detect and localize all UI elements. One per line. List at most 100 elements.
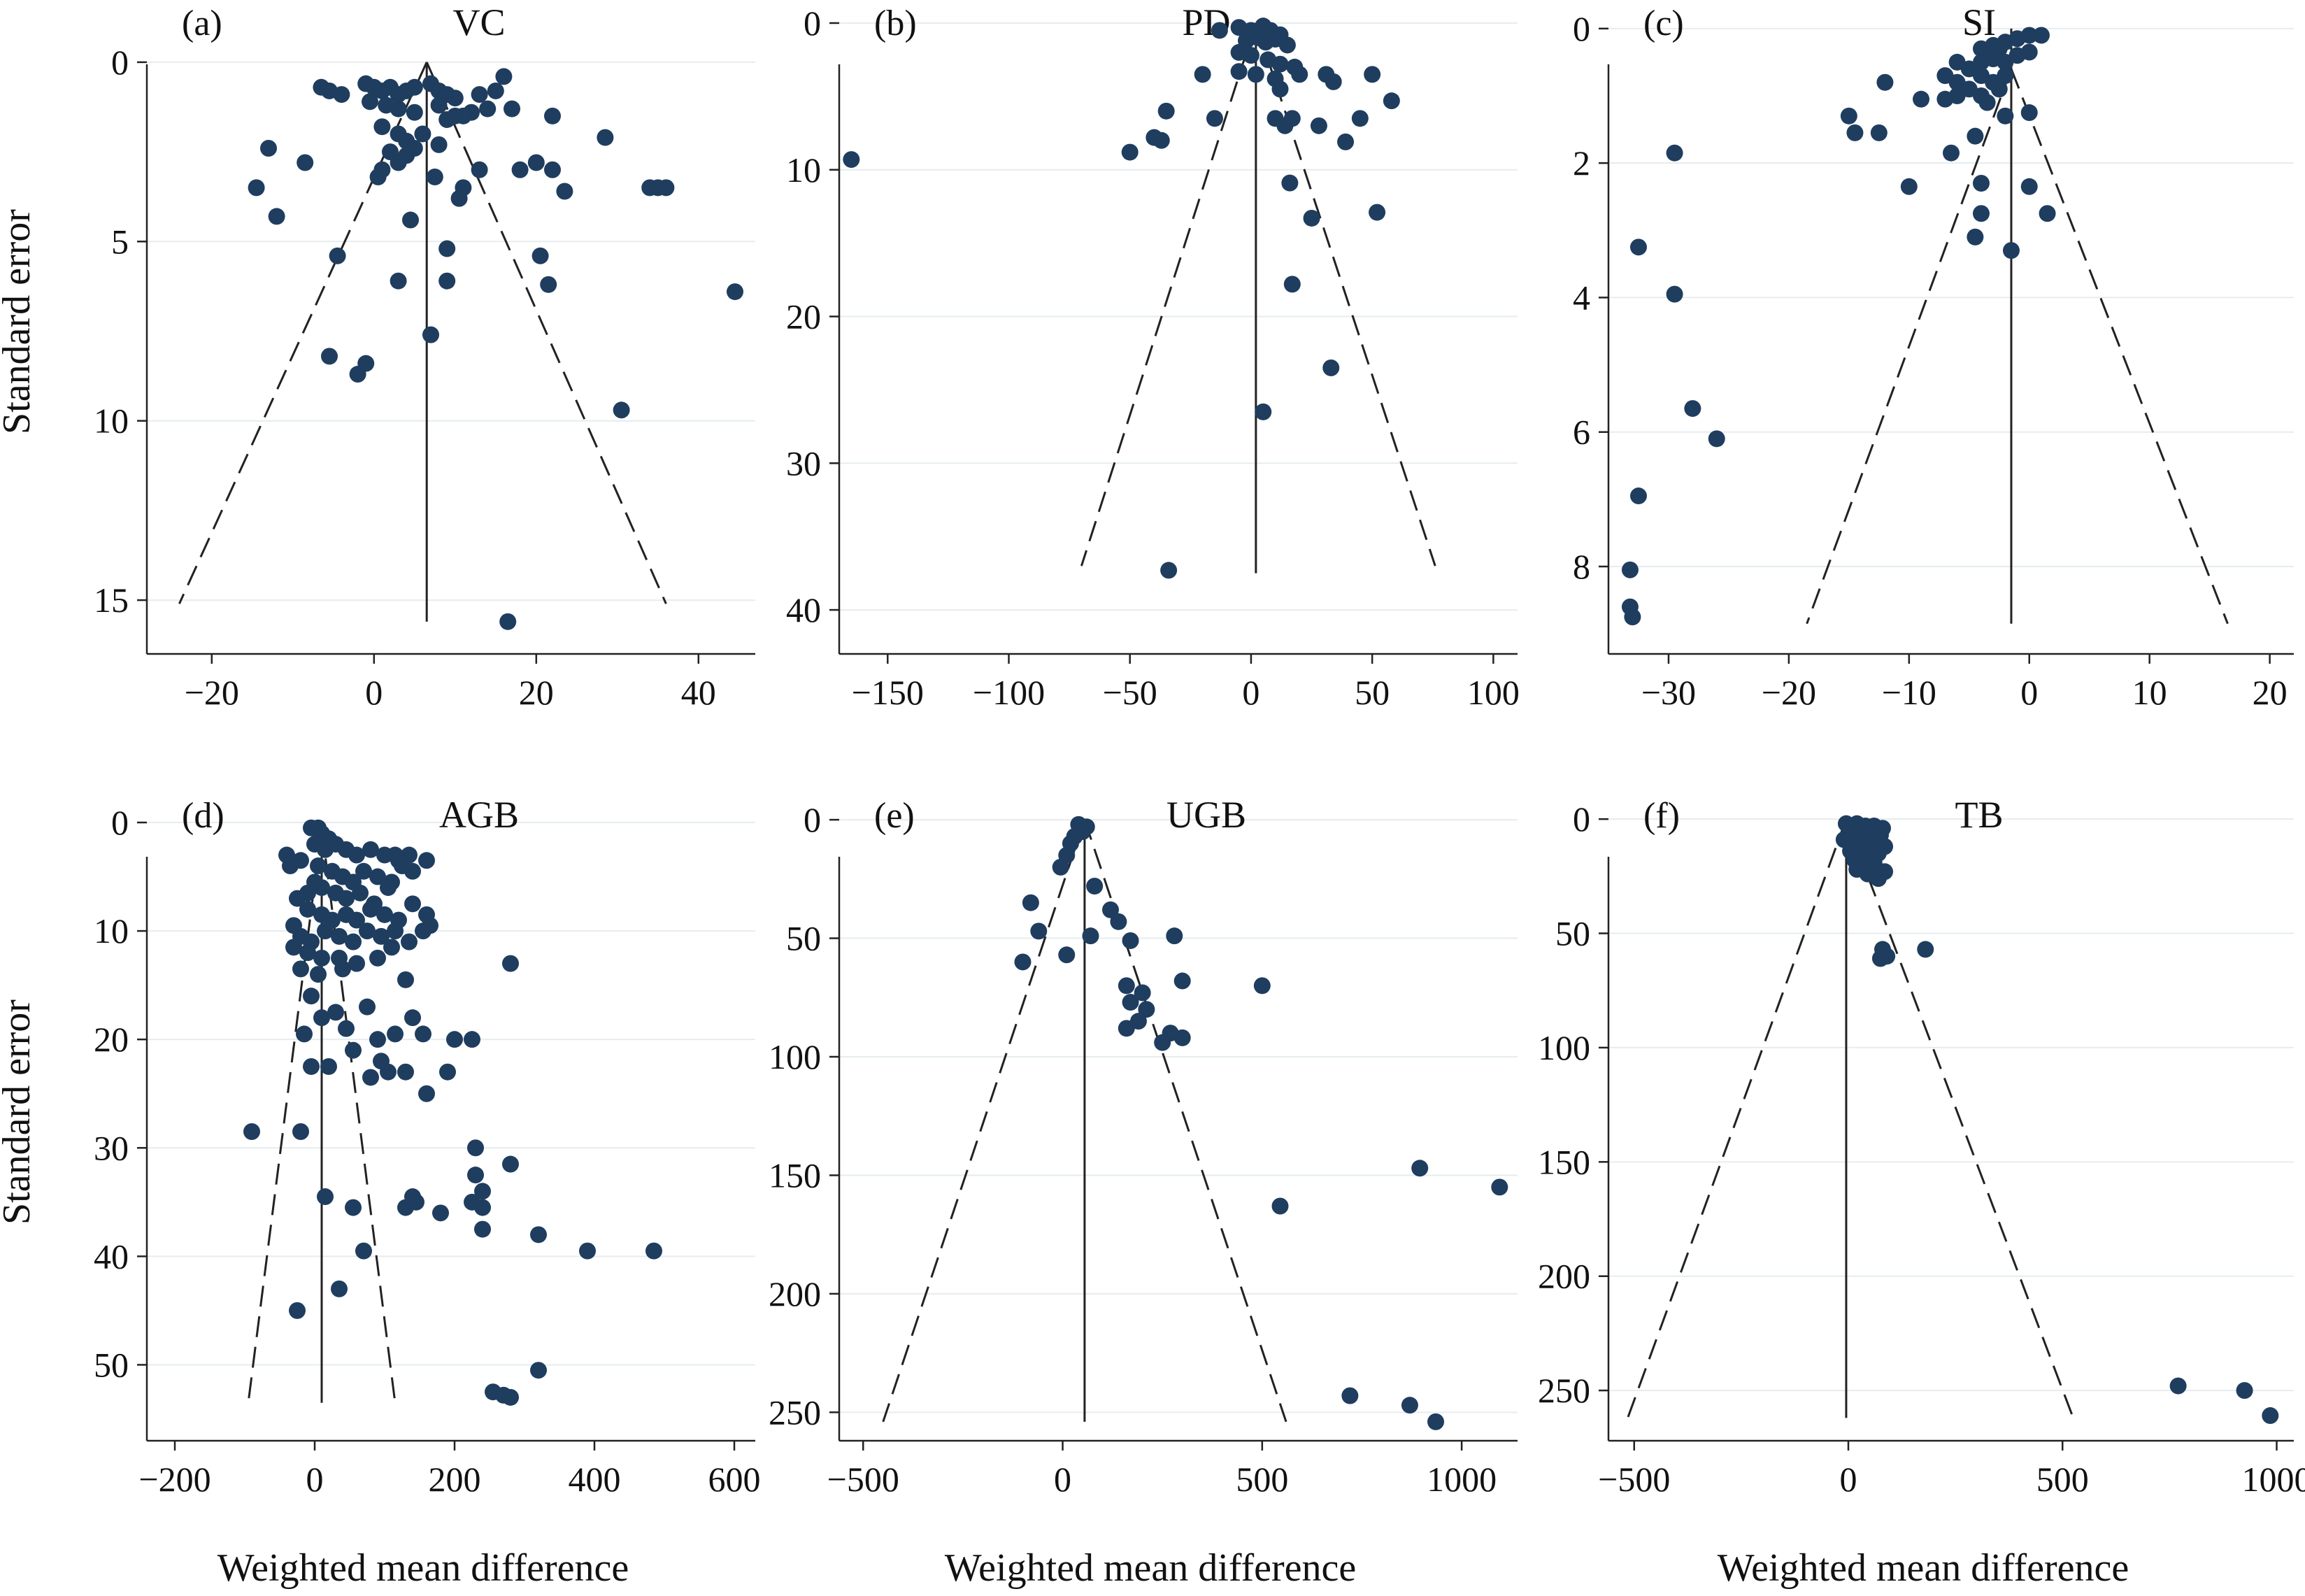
data-point	[401, 933, 418, 950]
data-point	[1122, 994, 1139, 1011]
data-point	[331, 1280, 348, 1297]
data-point	[1310, 117, 1327, 134]
data-point	[359, 998, 376, 1016]
data-point	[397, 971, 414, 988]
data-point	[2020, 178, 2038, 195]
data-point	[1118, 1020, 1135, 1037]
x-tick-label: 500	[1236, 1460, 1288, 1499]
data-point	[464, 1193, 480, 1211]
data-point	[1322, 359, 1340, 376]
data-point	[1194, 66, 1211, 83]
data-point	[292, 1123, 309, 1141]
y-tick-label: 0	[111, 803, 129, 842]
data-point	[243, 1123, 260, 1141]
data-point	[1118, 977, 1135, 995]
data-point	[1341, 1387, 1359, 1404]
data-point	[296, 1025, 313, 1043]
data-point	[544, 107, 561, 124]
data-point	[1936, 67, 1954, 85]
data-point	[1364, 66, 1381, 83]
data-point	[2262, 1407, 2279, 1425]
data-point	[1086, 878, 1104, 895]
data-point	[1173, 972, 1191, 990]
data-point	[530, 1226, 547, 1244]
data-point	[1369, 204, 1386, 221]
data-point	[1997, 107, 2014, 124]
data-point	[1022, 894, 1039, 911]
funnel-right-boundary	[2010, 68, 2229, 625]
y-tick-label: 6	[1573, 413, 1590, 452]
data-point	[1102, 901, 1119, 918]
data-point	[2020, 27, 2038, 44]
y-tick-label: 40	[94, 1237, 129, 1276]
panel-title: VC	[452, 1, 505, 43]
y-tick-label: 8	[1573, 547, 1590, 586]
data-point	[430, 136, 448, 153]
data-point	[1708, 430, 1725, 448]
data-point	[1876, 73, 1894, 91]
data-point	[474, 1220, 491, 1238]
data-point	[345, 1041, 362, 1059]
x-tick-label: −100	[973, 673, 1045, 712]
funnel-right-boundary	[425, 62, 667, 604]
data-point	[289, 1302, 306, 1319]
y-tick-label: 0	[804, 3, 821, 43]
funnel-left-boundary	[882, 819, 1086, 1423]
data-point	[303, 988, 320, 1005]
data-point	[1291, 66, 1308, 83]
x-axis-title: Weighted mean difference	[945, 1546, 1356, 1590]
data-point	[1427, 1413, 1445, 1430]
data-point	[450, 190, 468, 207]
data-point	[331, 927, 348, 945]
y-tick-label: 150	[1538, 1142, 1590, 1181]
data-point	[1629, 487, 1647, 505]
data-point	[380, 1063, 397, 1081]
x-tick-label: −20	[1762, 673, 1816, 712]
data-point	[390, 154, 407, 171]
y-tick-label: 2	[1573, 143, 1590, 183]
panel-letter: (b)	[874, 3, 917, 43]
data-point	[373, 161, 391, 178]
data-point	[320, 1057, 337, 1075]
data-point	[1154, 1034, 1171, 1051]
panel-letter: (f)	[1643, 796, 1680, 836]
data-point	[362, 1069, 379, 1086]
data-point	[348, 846, 365, 864]
y-tick-label: 40	[786, 590, 821, 629]
data-point	[397, 1199, 414, 1216]
data-point	[727, 283, 743, 301]
data-point	[404, 895, 421, 913]
data-point	[1283, 110, 1301, 127]
data-point	[1846, 124, 1864, 141]
data-point	[597, 129, 614, 146]
data-point	[1621, 561, 1639, 578]
data-point	[556, 183, 573, 200]
data-point	[1666, 144, 1683, 162]
funnel-left-boundary	[1627, 818, 1848, 1418]
data-point	[471, 161, 488, 178]
x-tick-label: 0	[1242, 673, 1259, 712]
data-point	[502, 1388, 519, 1406]
data-point	[438, 111, 456, 128]
data-point	[1271, 80, 1289, 98]
x-tick-label: 400	[569, 1460, 621, 1499]
data-point	[422, 917, 438, 934]
data-point	[404, 862, 421, 880]
data-point	[1271, 1197, 1289, 1215]
data-point	[333, 86, 350, 104]
data-point	[348, 911, 365, 929]
panel-title: SI	[1962, 1, 1996, 43]
data-point	[1943, 144, 1960, 162]
x-tick-label: −500	[1598, 1460, 1670, 1499]
data-point	[1134, 984, 1151, 1002]
data-point	[430, 97, 448, 114]
data-point	[1255, 403, 1272, 420]
data-point	[464, 1031, 480, 1048]
data-point	[1972, 174, 1990, 192]
data-point	[1271, 55, 1289, 73]
data-point	[362, 841, 379, 858]
data-point	[531, 247, 549, 264]
data-point	[1629, 238, 1647, 256]
data-point	[380, 879, 397, 897]
